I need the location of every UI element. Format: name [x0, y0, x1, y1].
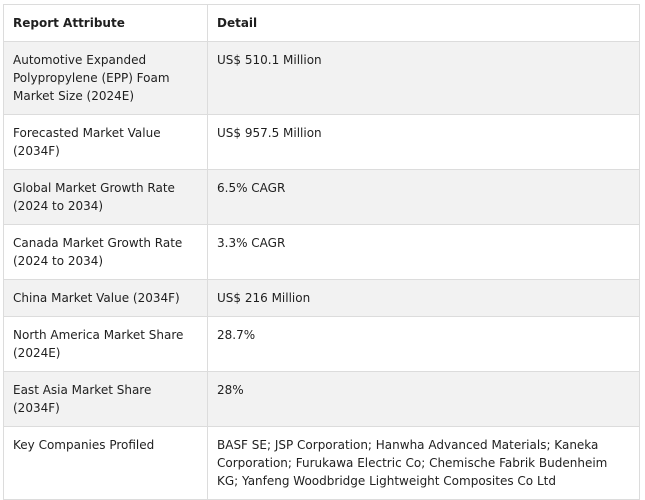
header-report-attribute: Report Attribute	[3, 4, 208, 42]
attribute-cell: North America Market Share (2024E)	[3, 316, 208, 372]
attribute-cell: Forecasted Market Value (2034F)	[3, 114, 208, 170]
attribute-cell: Global Market Growth Rate (2024 to 2034)	[3, 169, 208, 225]
attribute-cell: East Asia Market Share (2034F)	[3, 371, 208, 427]
detail-cell: 28.7%	[207, 316, 640, 372]
attribute-cell: China Market Value (2034F)	[3, 279, 208, 317]
header-detail: Detail	[207, 4, 640, 42]
table-row: Automotive Expanded Polypropylene (EPP) …	[3, 41, 640, 115]
attribute-cell: Canada Market Growth Rate (2024 to 2034)	[3, 224, 208, 280]
table-row: North America Market Share (2024E) 28.7%	[3, 316, 640, 372]
table-row: Global Market Growth Rate (2024 to 2034)…	[3, 169, 640, 225]
detail-cell: US$ 216 Million	[207, 279, 640, 317]
attribute-cell: Automotive Expanded Polypropylene (EPP) …	[3, 41, 208, 115]
detail-cell: US$ 957.5 Million	[207, 114, 640, 170]
detail-cell: 3.3% CAGR	[207, 224, 640, 280]
detail-cell: US$ 510.1 Million	[207, 41, 640, 115]
detail-cell: 6.5% CAGR	[207, 169, 640, 225]
table-row: East Asia Market Share (2034F) 28%	[3, 371, 640, 427]
table-row: China Market Value (2034F) US$ 216 Milli…	[3, 279, 640, 317]
detail-cell: BASF SE; JSP Corporation; Hanwha Advance…	[207, 426, 640, 500]
table-header-row: Report Attribute Detail	[3, 4, 640, 42]
detail-cell: 28%	[207, 371, 640, 427]
table-row: Canada Market Growth Rate (2024 to 2034)…	[3, 224, 640, 280]
report-attribute-table: Report Attribute Detail Automotive Expan…	[3, 4, 640, 500]
table-row: Forecasted Market Value (2034F) US$ 957.…	[3, 114, 640, 170]
report-table-container: Report Attribute Detail Automotive Expan…	[3, 4, 640, 500]
attribute-cell: Key Companies Profiled	[3, 426, 208, 500]
table-row: Key Companies Profiled BASF SE; JSP Corp…	[3, 426, 640, 500]
